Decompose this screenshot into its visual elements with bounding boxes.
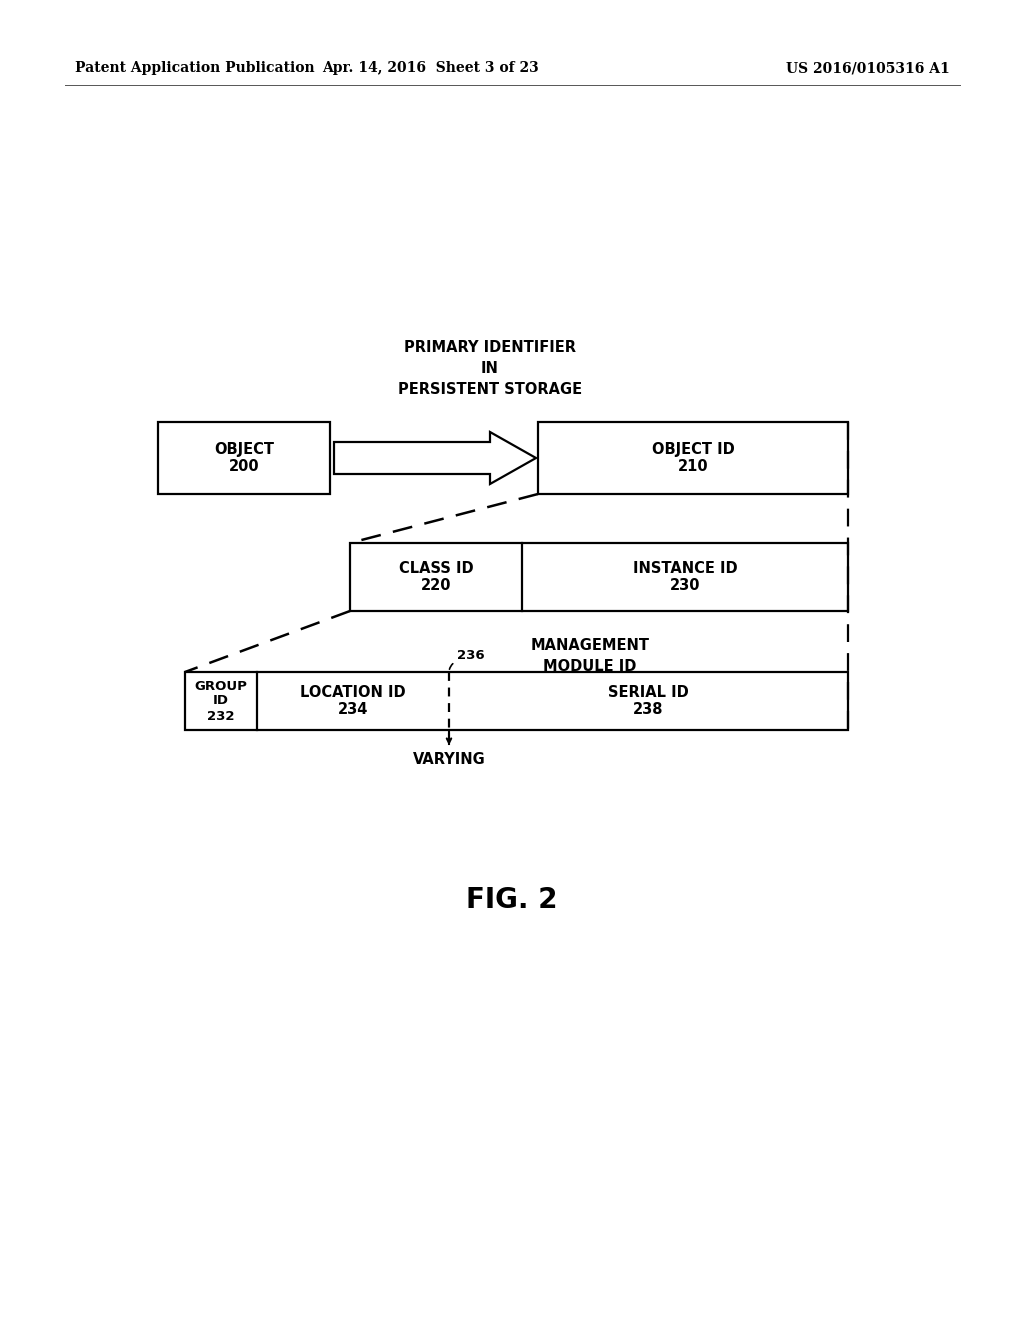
Text: SERIAL ID
238: SERIAL ID 238 xyxy=(608,685,689,717)
Text: Patent Application Publication: Patent Application Publication xyxy=(75,61,314,75)
Text: INSTANCE ID
230: INSTANCE ID 230 xyxy=(633,561,737,593)
Text: OBJECT
200: OBJECT 200 xyxy=(214,442,274,474)
Text: MANAGEMENT
MODULE ID: MANAGEMENT MODULE ID xyxy=(530,638,649,675)
Polygon shape xyxy=(334,432,536,484)
Text: OBJECT ID
210: OBJECT ID 210 xyxy=(651,442,734,474)
Text: Apr. 14, 2016  Sheet 3 of 23: Apr. 14, 2016 Sheet 3 of 23 xyxy=(322,61,539,75)
Bar xyxy=(350,543,848,611)
Bar xyxy=(185,672,848,730)
Bar xyxy=(538,422,848,494)
Bar xyxy=(158,422,330,494)
Text: FIG. 2: FIG. 2 xyxy=(466,886,558,913)
Text: CLASS ID
220: CLASS ID 220 xyxy=(398,561,473,593)
Text: LOCATION ID
234: LOCATION ID 234 xyxy=(300,685,406,717)
Text: 236: 236 xyxy=(457,649,484,663)
Text: VARYING: VARYING xyxy=(413,752,485,767)
Text: GROUP
ID
232: GROUP ID 232 xyxy=(195,680,248,722)
Text: PRIMARY IDENTIFIER
IN
PERSISTENT STORAGE: PRIMARY IDENTIFIER IN PERSISTENT STORAGE xyxy=(398,341,582,397)
Text: US 2016/0105316 A1: US 2016/0105316 A1 xyxy=(786,61,950,75)
